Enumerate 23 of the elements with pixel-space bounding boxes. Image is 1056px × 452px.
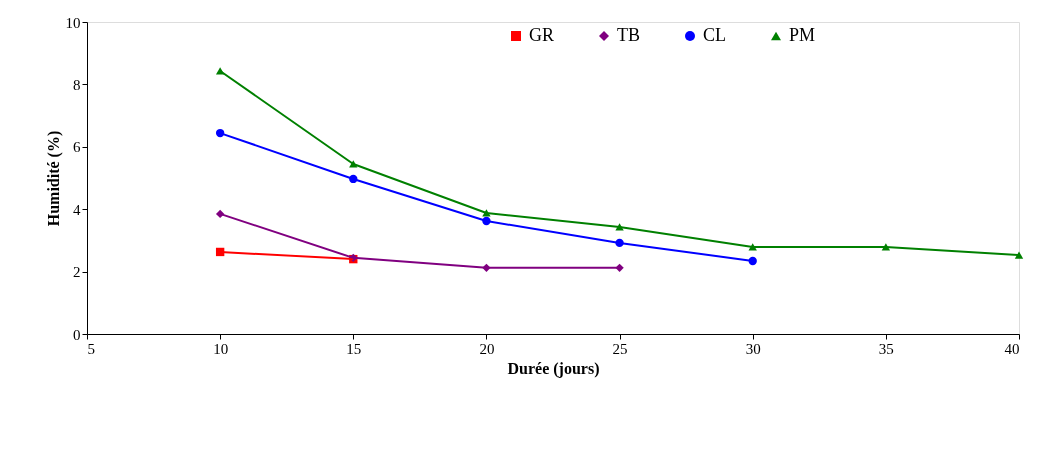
y-axis-title: Humidité (%) — [44, 130, 63, 227]
point — [1014, 251, 1024, 259]
point — [482, 209, 491, 217]
legend-label: GR — [529, 25, 555, 45]
y-tick-label: 2 — [73, 264, 81, 281]
y-tick-label: 4 — [73, 201, 81, 218]
x-axis-title: Durée (jours) — [507, 359, 600, 378]
x-tick-label: 40 — [1004, 340, 1020, 357]
x-tick-label: 25 — [612, 340, 628, 357]
legend-label: TB — [617, 25, 641, 45]
x-tick-label: 35 — [878, 340, 894, 357]
y-tick-label: 0 — [73, 326, 81, 343]
y-tick-label: 10 — [65, 14, 81, 31]
x-tick-label: 30 — [745, 340, 761, 357]
legend-label: CL — [703, 25, 727, 45]
legend-label: PM — [789, 25, 816, 45]
y-tick-label: 6 — [73, 139, 81, 156]
x-tick-label: 20 — [479, 340, 495, 357]
point — [615, 223, 624, 231]
x-tick-label: 10 — [213, 340, 229, 357]
y-tick-label: 8 — [73, 76, 81, 93]
x-tick-label: 15 — [346, 340, 362, 357]
x-tick-label: 5 — [87, 340, 95, 357]
